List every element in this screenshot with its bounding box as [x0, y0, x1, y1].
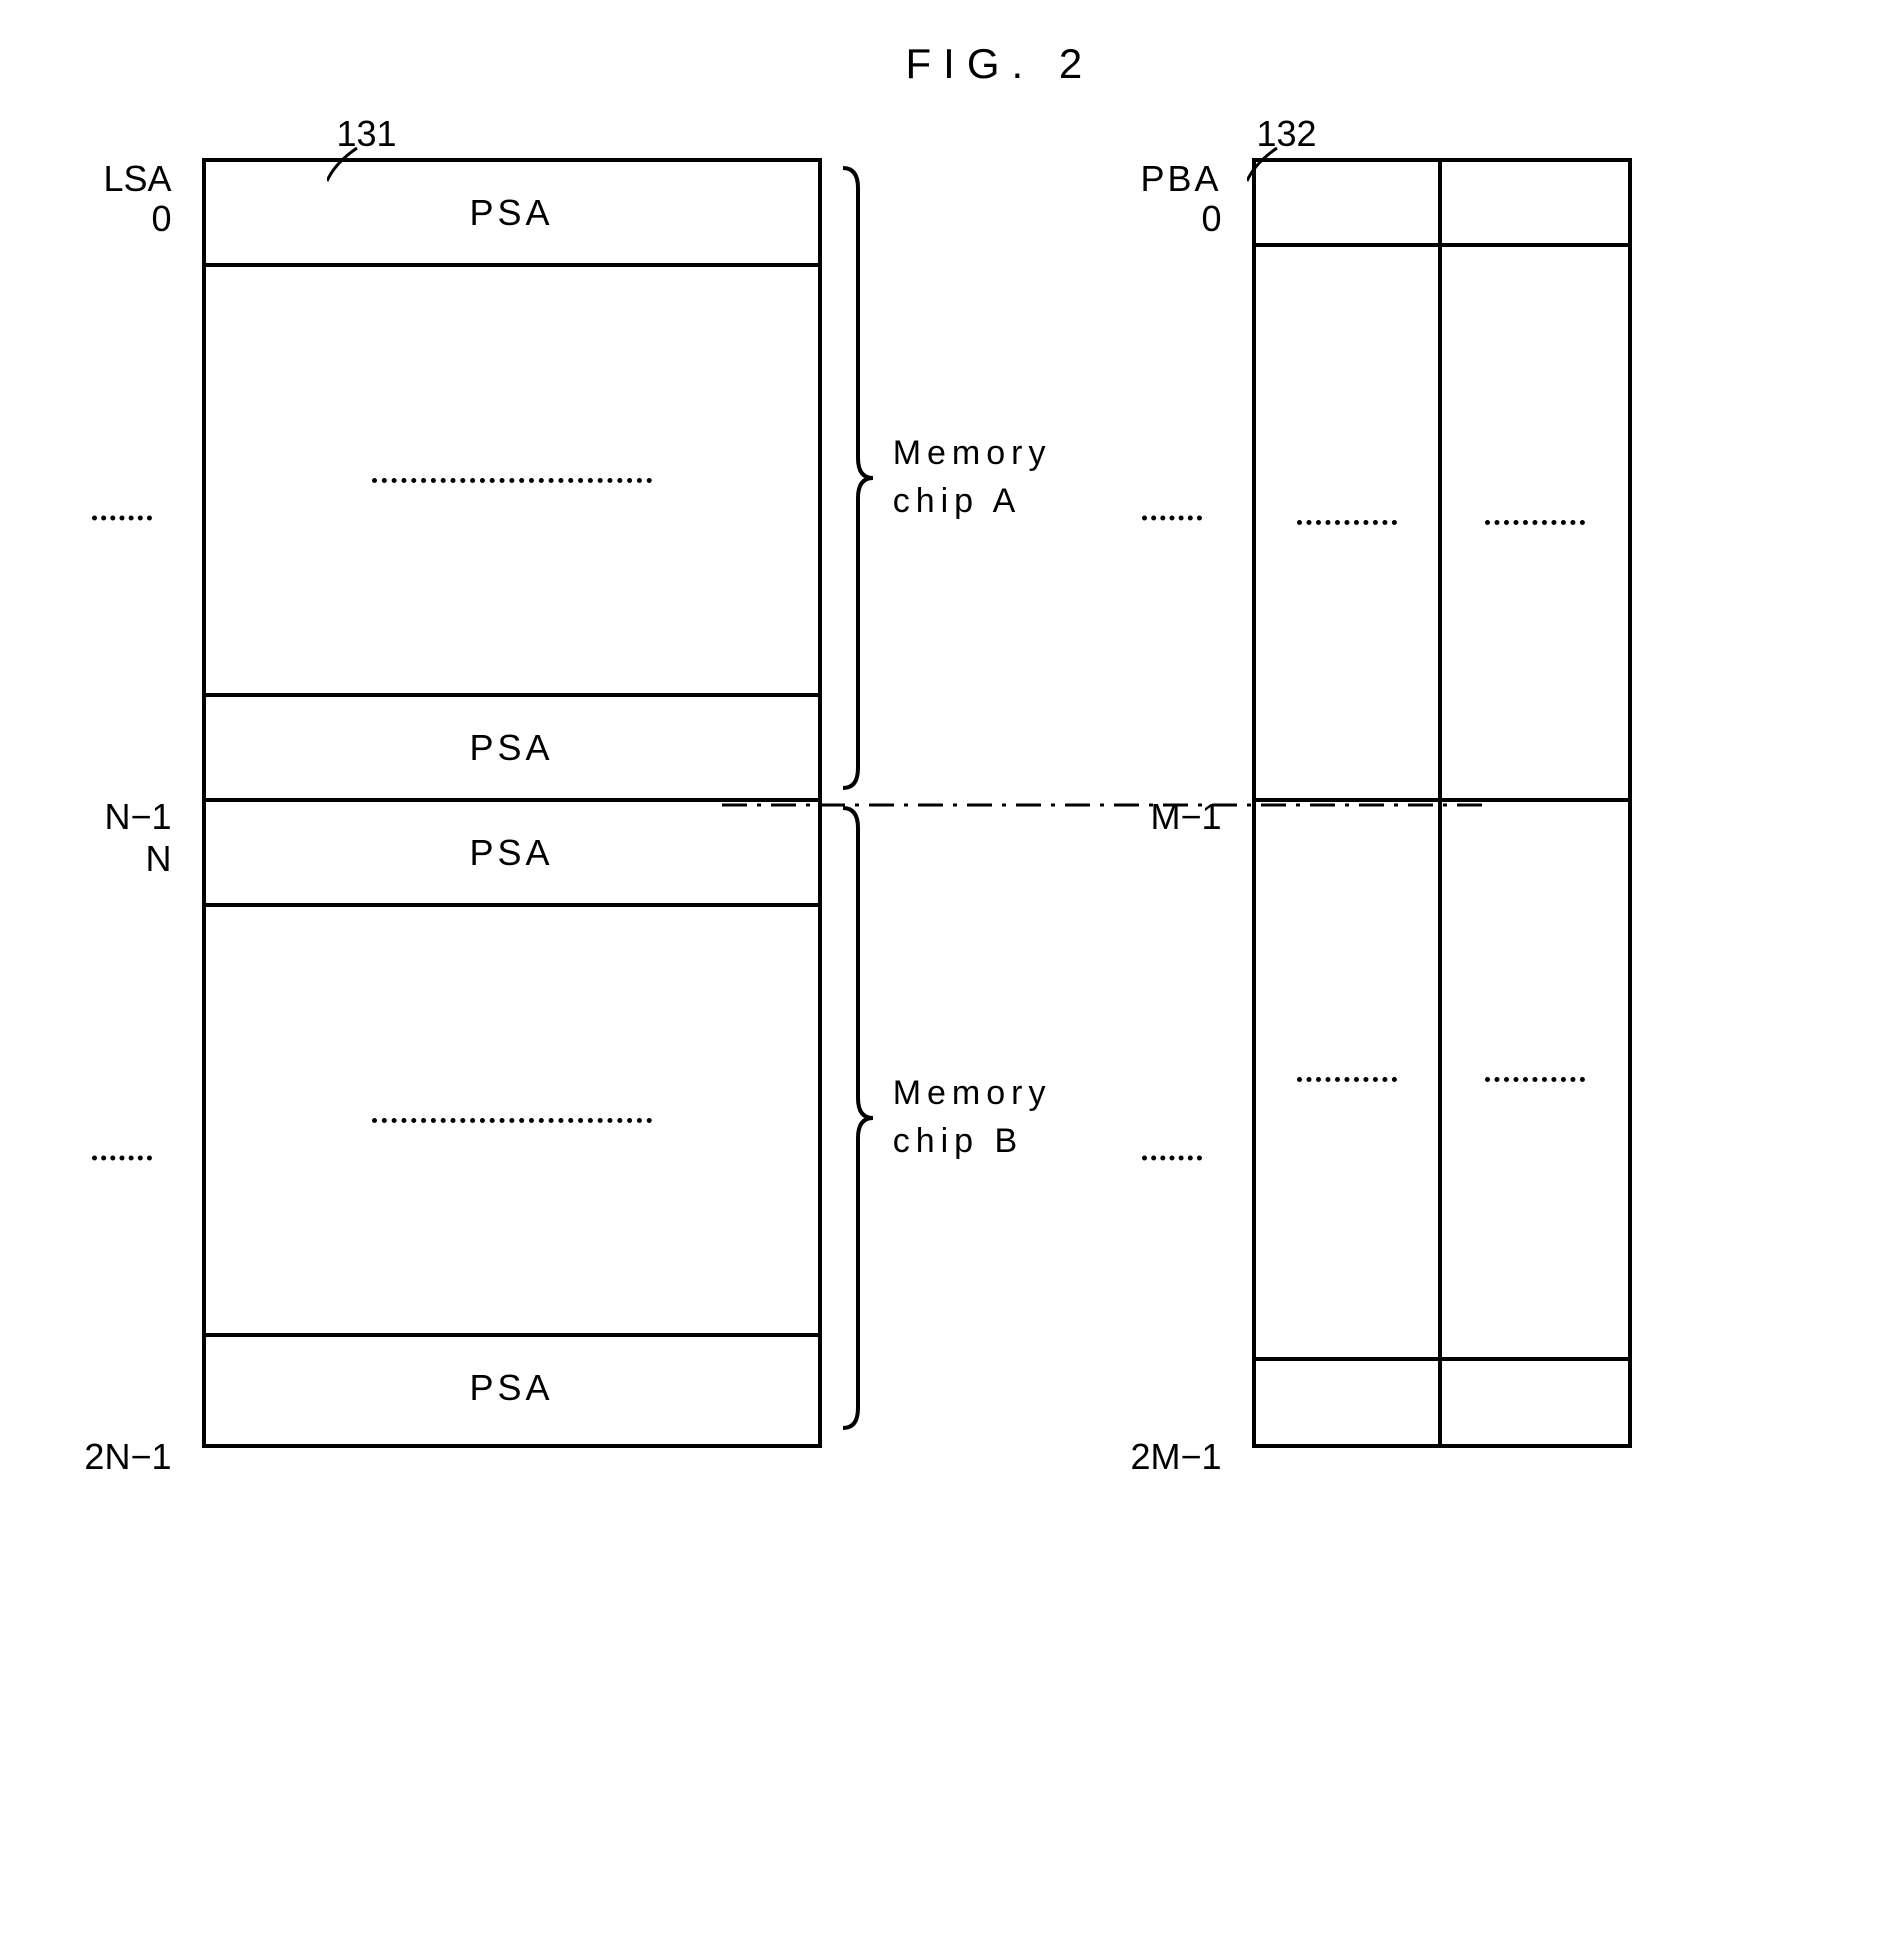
pba-dots-b — [1142, 1156, 1202, 1161]
block-132-a-right-mid — [1442, 247, 1628, 798]
pba-section-b: 2M−1 — [1082, 838, 1222, 1478]
psa-row-a-bottom: PSA — [206, 693, 818, 798]
block-132-dots-br — [1485, 1077, 1585, 1082]
block-132-b-right-bot — [1442, 1357, 1628, 1442]
block-132-a-right-top — [1442, 162, 1628, 247]
psa-row-b-top: PSA — [206, 802, 818, 907]
bracket-b-icon — [838, 798, 878, 1438]
psa-row-a-top: PSA — [206, 162, 818, 267]
psa-dots-a — [372, 478, 652, 483]
block-131-wrapper: LSA 0 N−1 N 2N−1 131 — [42, 148, 822, 1478]
psa-middle-a — [206, 267, 818, 693]
block-132-sec-b-right — [1442, 802, 1628, 1442]
psa-middle-b — [206, 907, 818, 1333]
block-132-dots-bl — [1297, 1077, 1397, 1082]
lsa-label-n: N — [42, 838, 172, 880]
block-131-main: PSA PSA PSA PSA — [202, 158, 822, 1448]
block-132-sec-a-right — [1442, 162, 1628, 802]
pba-label-m-1: M−1 — [1082, 796, 1222, 838]
pba-section-a: 0 M−1 — [1082, 198, 1222, 838]
pba-header: PBA — [1082, 148, 1222, 198]
lsa-header: LSA — [42, 148, 172, 198]
lsa-label-2n-1: 2N−1 — [42, 1436, 172, 1478]
chip-b-label-line1: Memory — [893, 1070, 1052, 1118]
chip-a-label-line2: chip A — [893, 478, 1052, 526]
block-132-col-left — [1256, 162, 1442, 1444]
block-132-b-right-mid — [1442, 802, 1628, 1357]
block-132-b-left-bot — [1256, 1357, 1438, 1442]
diagram-area: LSA 0 N−1 N 2N−1 131 — [42, 148, 1842, 1478]
lsa-dots-a — [92, 516, 152, 521]
figure-title: FIG. 2 — [906, 40, 1842, 88]
pba-label-0: 0 — [1082, 198, 1222, 240]
bracket-a-icon — [838, 158, 878, 798]
figure-container: FIG. 2 LSA 0 N−1 N 2N−1 131 — [42, 40, 1842, 1478]
lsa-section-b: N 2N−1 — [42, 838, 172, 1478]
pba-dots-a — [1142, 516, 1202, 521]
chip-a-section: PSA PSA — [206, 162, 818, 802]
chip-brackets: Memory chip A Memory chip B — [838, 158, 1052, 1438]
block-132-sec-b-left — [1256, 802, 1438, 1442]
lsa-dots-b — [92, 1156, 152, 1161]
lsa-section-a: 0 N−1 — [42, 198, 172, 838]
psa-dots-b — [372, 1118, 652, 1123]
chip-a-label: Memory chip A — [893, 430, 1052, 525]
block-132-col-right — [1442, 162, 1628, 1444]
psa-row-b-bottom: PSA — [206, 1333, 818, 1438]
lsa-labels-column: LSA 0 N−1 N 2N−1 — [42, 148, 172, 1478]
lsa-label-0: 0 — [42, 198, 172, 240]
block-132-dots-al — [1297, 520, 1397, 525]
bracket-chip-b: Memory chip B — [838, 798, 1052, 1438]
pba-labels-column: PBA 0 M−1 2M−1 — [1082, 148, 1222, 1478]
block-132: 132 — [1252, 148, 1632, 1478]
chip-b-label: Memory chip B — [893, 1070, 1052, 1165]
block-131: 131 PSA PSA PSA — [202, 148, 822, 1478]
block-132-b-left-mid — [1256, 802, 1438, 1357]
bracket-chip-a: Memory chip A — [838, 158, 1052, 798]
chip-b-section: PSA PSA — [206, 802, 818, 1442]
block-132-a-left-mid — [1256, 247, 1438, 798]
chip-a-label-line1: Memory — [893, 430, 1052, 478]
block-132-dots-ar — [1485, 520, 1585, 525]
pba-label-2m-1: 2M−1 — [1082, 1436, 1222, 1478]
block-132-wrapper: PBA 0 M−1 2M−1 132 — [1082, 148, 1632, 1478]
chip-b-label-line2: chip B — [893, 1118, 1052, 1166]
callout-132-leader — [1247, 143, 1297, 183]
lsa-label-n-1: N−1 — [42, 796, 172, 838]
block-132-main — [1252, 158, 1632, 1448]
block-132-sec-a-left — [1256, 162, 1438, 802]
